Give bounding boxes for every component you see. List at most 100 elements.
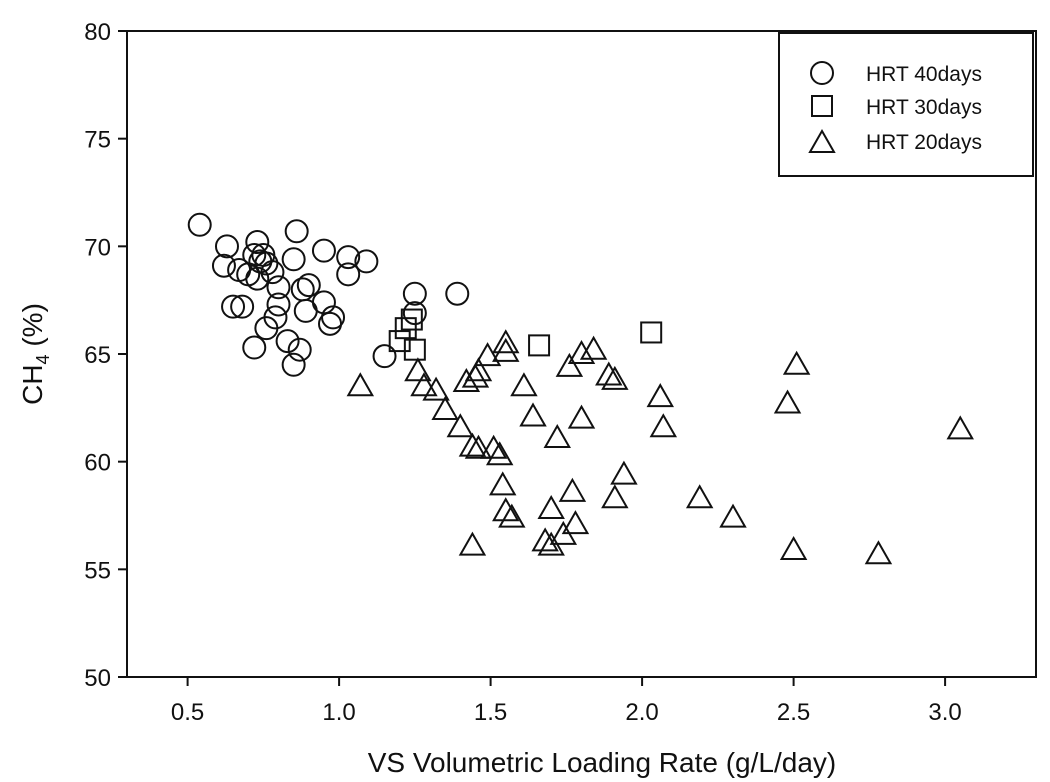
data-point-circle: [336, 262, 361, 287]
y-tick-label: 60: [84, 450, 111, 477]
data-point-triangle: [537, 495, 565, 520]
data-point-triangle: [543, 423, 571, 448]
data-point-triangle: [649, 413, 678, 438]
data-point-circle: [336, 245, 361, 270]
y-tick-label: 55: [84, 557, 111, 584]
data-point-circle: [263, 305, 288, 330]
data-point-circle: [311, 290, 336, 315]
data-point-square: [528, 334, 551, 357]
y-tick-label: 75: [84, 127, 111, 154]
data-point-triangle: [555, 352, 584, 377]
data-point-triangle: [864, 540, 893, 565]
data-point-triangle: [404, 357, 432, 382]
data-point-circle: [287, 337, 312, 362]
y-axis-label-subscript: 4: [33, 354, 53, 364]
legend-triangle-marker-icon: [808, 128, 836, 153]
data-point-circle: [284, 219, 309, 244]
axis-ticks: 0.5 1.0 1.5 2.0 2.5 3.0 50 55 60 65 70 75 80: [84, 19, 961, 726]
data-point-triangle: [595, 361, 623, 386]
data-point-triangle: [567, 339, 596, 364]
x-tick-label: 2.0: [625, 699, 658, 726]
data-point-circle: [221, 294, 246, 319]
legend-label-hrt-20: HRT 20days: [866, 131, 982, 154]
data-point-circle: [187, 212, 212, 237]
x-tick-label: 0.5: [171, 699, 204, 726]
data-point-circle: [230, 294, 255, 319]
data-point-circle: [296, 273, 321, 298]
data-point-circle: [281, 352, 306, 377]
data-point-circle: [281, 247, 306, 272]
data-point-triangle: [567, 404, 596, 429]
data-point-circle: [214, 234, 239, 259]
data-point-triangle: [492, 497, 520, 522]
data-point-circle: [275, 329, 300, 354]
data-point-triangle: [719, 503, 747, 528]
data-point-circle: [242, 335, 267, 360]
y-tick-label: 80: [84, 19, 111, 46]
data-point-circle: [402, 281, 427, 306]
data-point-circle: [321, 305, 346, 330]
data-point-triangle: [410, 372, 438, 397]
data-point-triangle: [488, 471, 517, 496]
data-point-circle: [245, 266, 270, 291]
data-point-triangle: [531, 527, 559, 552]
data-point-triangle: [579, 335, 608, 360]
data-point-triangle: [458, 432, 487, 457]
data-point-triangle: [422, 376, 450, 401]
data-point-triangle: [446, 413, 475, 438]
data-point-circle: [311, 238, 336, 263]
data-point-circle: [260, 260, 285, 285]
data-points: [187, 212, 974, 565]
data-point-square: [388, 330, 411, 353]
x-axis-label: VS Volumetric Loading Rate (g/L/day): [368, 747, 836, 778]
data-point-triangle: [346, 372, 375, 397]
data-point-circle: [245, 230, 270, 255]
legend-label-hrt-30: HRT 30days: [866, 96, 982, 119]
data-point-triangle: [492, 337, 520, 362]
data-point-square: [640, 321, 663, 344]
x-tick-label: 3.0: [928, 699, 961, 726]
data-point-circle: [266, 292, 291, 317]
data-point-triangle: [492, 329, 520, 354]
legend-square-marker-icon: [811, 95, 833, 117]
legend-circle-marker-icon: [810, 61, 834, 85]
data-point-triangle: [601, 365, 629, 390]
data-point-circle: [266, 275, 291, 300]
data-point-circle: [445, 281, 470, 306]
data-point-triangle: [464, 434, 493, 459]
data-point-triangle: [464, 357, 493, 382]
data-point-triangle: [646, 383, 675, 408]
data-point-circle: [354, 249, 379, 274]
y-axis-label: CH4 (%): [17, 303, 53, 405]
x-tick-label: 1.5: [474, 699, 507, 726]
data-point-triangle: [431, 395, 459, 420]
data-point-triangle: [561, 510, 590, 535]
data-point-square: [403, 338, 426, 361]
data-point-circle: [290, 277, 315, 302]
y-tick-label: 50: [84, 665, 111, 692]
data-point-triangle: [473, 342, 502, 367]
data-point-triangle: [610, 460, 638, 485]
data-point-square: [394, 317, 417, 340]
data-point-circle: [372, 344, 397, 369]
y-axis-label-main: CH: [17, 364, 48, 404]
x-tick-label: 2.5: [777, 699, 810, 726]
data-point-triangle: [479, 434, 508, 459]
y-tick-label: 70: [84, 234, 111, 261]
data-point-triangle: [782, 350, 811, 375]
x-tick-label: 1.0: [322, 699, 355, 726]
data-point-triangle: [519, 402, 547, 427]
y-axis-label-tail: (%): [17, 303, 48, 354]
data-point-triangle: [498, 503, 526, 528]
data-point-triangle: [773, 389, 802, 414]
data-point-triangle: [558, 477, 587, 502]
data-point-triangle: [458, 531, 487, 556]
data-point-triangle: [779, 535, 808, 560]
data-point-triangle: [601, 484, 629, 509]
legend-label-hrt-40: HRT 40days: [866, 63, 982, 86]
y-tick-label: 65: [84, 342, 111, 369]
data-point-triangle: [510, 372, 538, 397]
data-point-circle: [242, 242, 267, 267]
data-point-triangle: [485, 441, 514, 466]
